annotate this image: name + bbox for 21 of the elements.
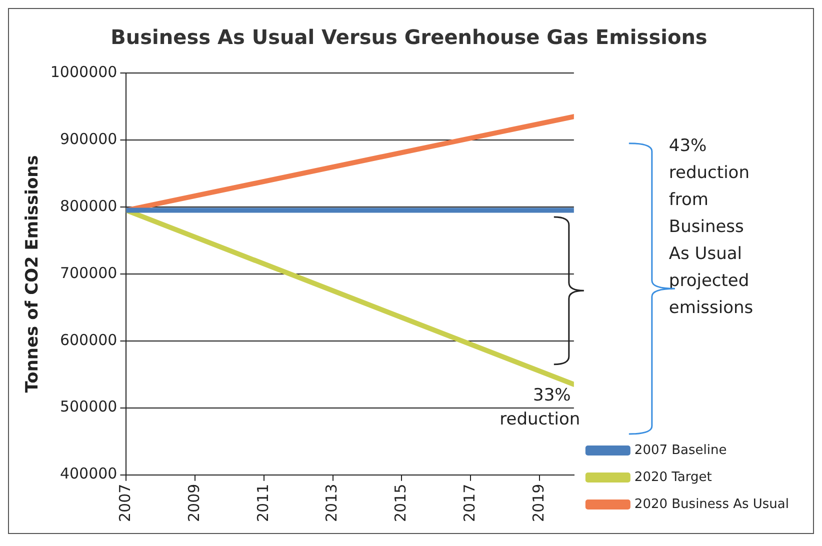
x-tick-label: 2017 <box>460 484 478 522</box>
y-tick-label: 600000 <box>60 330 118 349</box>
y-tick-label: 1000000 <box>50 62 118 81</box>
chart-title: Business As Usual Versus Greenhouse Gas Emissions <box>110 25 708 50</box>
x-tick-label: 2013 <box>322 484 341 522</box>
x-tick-label: 2009 <box>184 484 203 522</box>
y-tick-label: 800000 <box>60 196 118 215</box>
y-tick-label: 500000 <box>60 398 118 416</box>
x-tick-label: 2015 <box>392 484 410 522</box>
legend-label: 2020 Business As Usual <box>634 496 789 512</box>
y-axis-title: Tonnes of CO2 Emissions <box>22 155 43 393</box>
text: 43% reduction from Business As Usual projected emissions <box>668 136 754 318</box>
y-tick-label: 700000 <box>60 264 118 282</box>
x-tick-label: 2007 <box>116 484 134 522</box>
y-tick-label: 400000 <box>60 464 118 483</box>
y-tick-label: 900000 <box>60 130 118 148</box>
legend-label: 2007 Baseline <box>634 442 727 458</box>
x-tick-label: 2019 <box>529 484 548 522</box>
legend-label: 2020 Target <box>634 470 712 485</box>
annotation: 33% reduction <box>500 385 580 430</box>
x-tick-label: 2011 <box>254 484 272 522</box>
